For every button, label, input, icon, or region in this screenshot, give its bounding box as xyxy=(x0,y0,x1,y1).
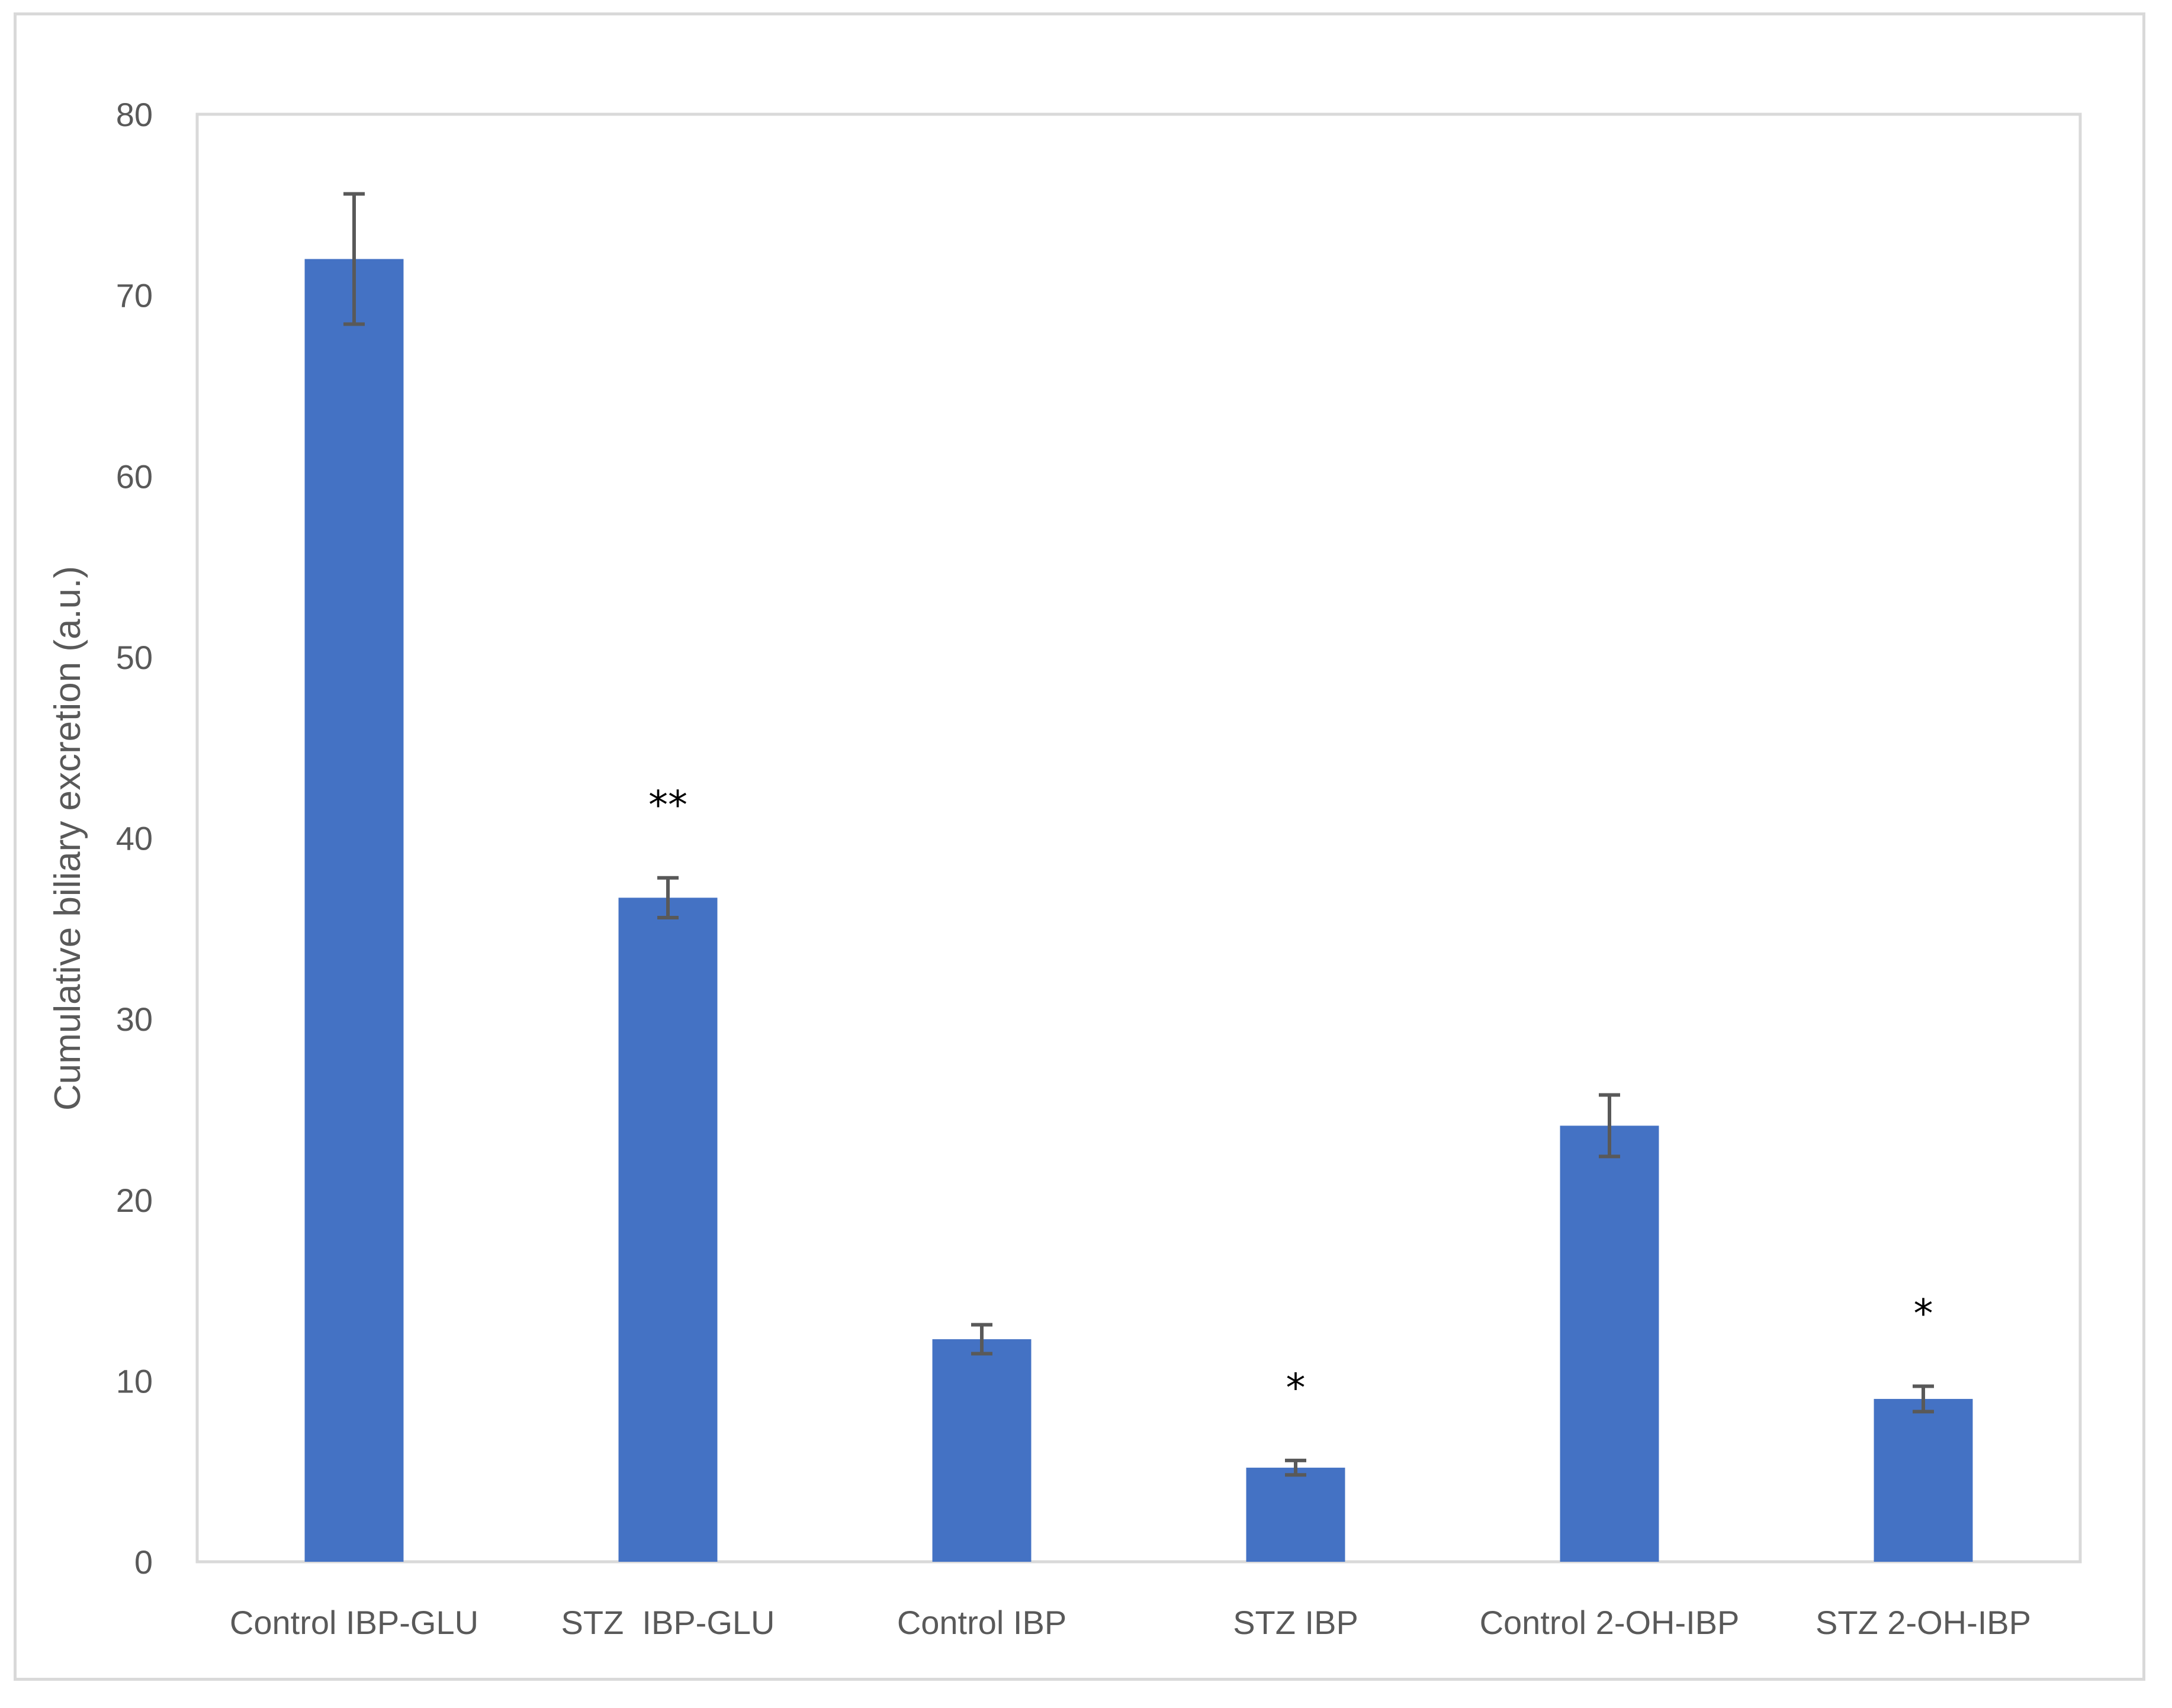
y-tick-label: 50 xyxy=(116,639,153,676)
bar xyxy=(618,898,718,1562)
bar xyxy=(1246,1468,1345,1562)
x-tick-label: Control IBP-GLU xyxy=(230,1604,478,1641)
x-tick-label: STZ IBP-GLU xyxy=(561,1604,775,1641)
bar xyxy=(932,1339,1032,1562)
x-tick-label: Control 2-OH-IBP xyxy=(1480,1604,1740,1641)
x-tick-label: STZ 2-OH-IBP xyxy=(1816,1604,2031,1641)
x-axis-ticks: Control IBP-GLU STZ IBP-GLU Control IBP STZ… xyxy=(230,1604,2031,1641)
y-tick-label: 80 xyxy=(116,96,153,133)
bars: **** xyxy=(304,192,1973,1562)
plot-area xyxy=(195,112,2082,1564)
y-tick-label: 40 xyxy=(116,820,153,857)
y-tick-label: 20 xyxy=(116,1182,153,1219)
x-tick-label: Control IBP xyxy=(897,1604,1066,1641)
error-bar xyxy=(1285,1458,1306,1477)
error-bar xyxy=(1913,1384,1934,1414)
y-tick-label: 70 xyxy=(116,277,153,314)
y-tick-label: 10 xyxy=(116,1362,153,1400)
error-bar xyxy=(971,1323,992,1356)
significance-marker: ** xyxy=(648,783,687,828)
bar xyxy=(1560,1125,1659,1562)
bar xyxy=(1874,1398,1973,1562)
y-tick-label: 0 xyxy=(134,1543,153,1581)
y-axis-ticks: 0 10 20 30 40 50 60 70 80 xyxy=(116,96,153,1581)
y-axis-title: Cumulative biliary excretion (a.u.) xyxy=(47,566,88,1111)
error-bar xyxy=(343,192,365,326)
y-tick-label: 30 xyxy=(116,1001,153,1038)
bar xyxy=(304,259,404,1562)
x-tick-label: STZ IBP xyxy=(1233,1604,1358,1641)
error-bar xyxy=(657,876,679,919)
significance-marker: * xyxy=(1286,1365,1306,1411)
y-tick-label: 60 xyxy=(116,458,153,495)
error-bar xyxy=(1599,1093,1620,1159)
significance-marker: * xyxy=(1914,1291,1933,1337)
